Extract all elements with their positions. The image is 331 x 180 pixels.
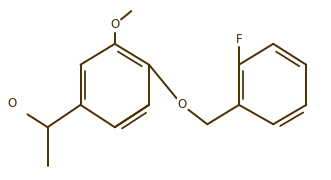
Text: O: O: [8, 97, 17, 110]
Text: O: O: [110, 18, 119, 31]
Text: O: O: [177, 98, 187, 111]
Text: F: F: [236, 33, 242, 46]
